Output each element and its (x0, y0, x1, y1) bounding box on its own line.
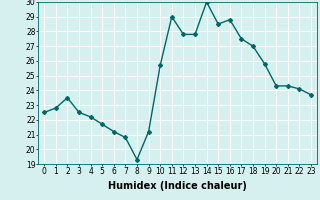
X-axis label: Humidex (Indice chaleur): Humidex (Indice chaleur) (108, 181, 247, 191)
